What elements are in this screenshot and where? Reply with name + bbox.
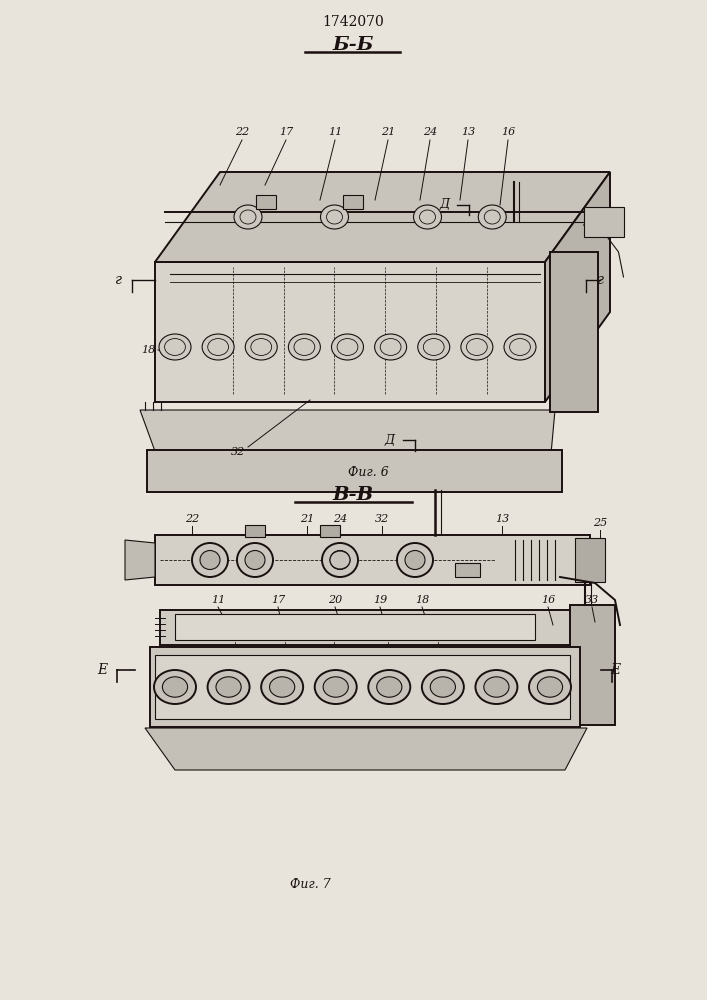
Text: Б-Б: Б-Б bbox=[332, 36, 374, 54]
Bar bbox=[256, 195, 276, 209]
Ellipse shape bbox=[163, 677, 187, 697]
Text: 18: 18 bbox=[415, 595, 429, 605]
Text: Д: Д bbox=[385, 434, 395, 446]
Ellipse shape bbox=[288, 334, 320, 360]
Ellipse shape bbox=[397, 543, 433, 577]
Ellipse shape bbox=[422, 670, 464, 704]
Text: 17: 17 bbox=[279, 127, 293, 137]
Text: 22: 22 bbox=[185, 514, 199, 524]
Ellipse shape bbox=[375, 334, 407, 360]
Ellipse shape bbox=[159, 334, 191, 360]
Ellipse shape bbox=[330, 550, 350, 570]
Ellipse shape bbox=[529, 670, 571, 704]
Ellipse shape bbox=[332, 334, 363, 360]
Ellipse shape bbox=[414, 205, 441, 229]
Bar bbox=[584, 207, 624, 237]
Bar bbox=[150, 647, 580, 727]
Polygon shape bbox=[125, 540, 155, 580]
Text: 32: 32 bbox=[231, 447, 245, 457]
Ellipse shape bbox=[537, 677, 563, 697]
Ellipse shape bbox=[461, 334, 493, 360]
Ellipse shape bbox=[484, 677, 509, 697]
Text: 33: 33 bbox=[585, 595, 599, 605]
Ellipse shape bbox=[315, 670, 357, 704]
Bar bbox=[245, 525, 265, 537]
Ellipse shape bbox=[202, 334, 234, 360]
Polygon shape bbox=[545, 172, 610, 402]
Text: 19: 19 bbox=[373, 595, 387, 605]
Ellipse shape bbox=[216, 677, 241, 697]
Text: 32: 32 bbox=[375, 514, 389, 524]
Bar bbox=[155, 535, 590, 585]
Text: 20: 20 bbox=[328, 595, 342, 605]
Ellipse shape bbox=[478, 205, 506, 229]
Polygon shape bbox=[155, 262, 545, 402]
Bar bbox=[147, 450, 562, 492]
Polygon shape bbox=[145, 728, 587, 770]
Ellipse shape bbox=[323, 677, 349, 697]
Text: 22: 22 bbox=[235, 127, 249, 137]
Ellipse shape bbox=[418, 334, 450, 360]
Bar bbox=[575, 538, 605, 582]
Ellipse shape bbox=[237, 543, 273, 577]
Ellipse shape bbox=[377, 677, 402, 697]
Text: 18: 18 bbox=[141, 345, 155, 355]
Bar bbox=[570, 605, 615, 725]
Text: 17: 17 bbox=[271, 595, 285, 605]
Text: E: E bbox=[97, 663, 107, 677]
Text: 25: 25 bbox=[593, 518, 607, 528]
Polygon shape bbox=[155, 172, 610, 262]
Text: Д: Д bbox=[440, 198, 450, 212]
Text: Фиг. 6: Фиг. 6 bbox=[348, 466, 388, 480]
Ellipse shape bbox=[245, 550, 265, 570]
Text: 16: 16 bbox=[501, 127, 515, 137]
Text: 13: 13 bbox=[461, 127, 475, 137]
Ellipse shape bbox=[192, 543, 228, 577]
Ellipse shape bbox=[154, 670, 196, 704]
Text: 1742070: 1742070 bbox=[322, 15, 384, 29]
Bar bbox=[550, 252, 598, 412]
Bar bbox=[343, 195, 363, 209]
Polygon shape bbox=[140, 410, 555, 465]
Text: 11: 11 bbox=[328, 127, 342, 137]
Text: 16: 16 bbox=[541, 595, 555, 605]
Text: E: E bbox=[610, 663, 620, 677]
Ellipse shape bbox=[431, 677, 455, 697]
Ellipse shape bbox=[504, 334, 536, 360]
Ellipse shape bbox=[320, 205, 349, 229]
Bar bbox=[155, 655, 570, 719]
Text: Фиг. 7: Фиг. 7 bbox=[290, 879, 330, 892]
Ellipse shape bbox=[234, 205, 262, 229]
Ellipse shape bbox=[322, 543, 358, 577]
Text: 11: 11 bbox=[211, 595, 225, 605]
Ellipse shape bbox=[261, 670, 303, 704]
Ellipse shape bbox=[405, 550, 425, 570]
Text: 21: 21 bbox=[381, 127, 395, 137]
Ellipse shape bbox=[245, 334, 277, 360]
Ellipse shape bbox=[269, 677, 295, 697]
Ellipse shape bbox=[330, 551, 350, 569]
Bar bbox=[455, 563, 480, 577]
Ellipse shape bbox=[200, 550, 220, 570]
Text: г: г bbox=[597, 273, 604, 287]
Text: 13: 13 bbox=[495, 514, 509, 524]
Text: 24: 24 bbox=[423, 127, 437, 137]
Bar bbox=[175, 614, 535, 640]
Text: 21: 21 bbox=[300, 514, 314, 524]
Ellipse shape bbox=[368, 670, 410, 704]
Ellipse shape bbox=[475, 670, 518, 704]
Text: г: г bbox=[115, 273, 122, 287]
Text: 24: 24 bbox=[333, 514, 347, 524]
Bar bbox=[160, 610, 575, 645]
Text: В-В: В-В bbox=[332, 486, 373, 504]
Bar bbox=[320, 525, 340, 537]
Ellipse shape bbox=[208, 670, 250, 704]
